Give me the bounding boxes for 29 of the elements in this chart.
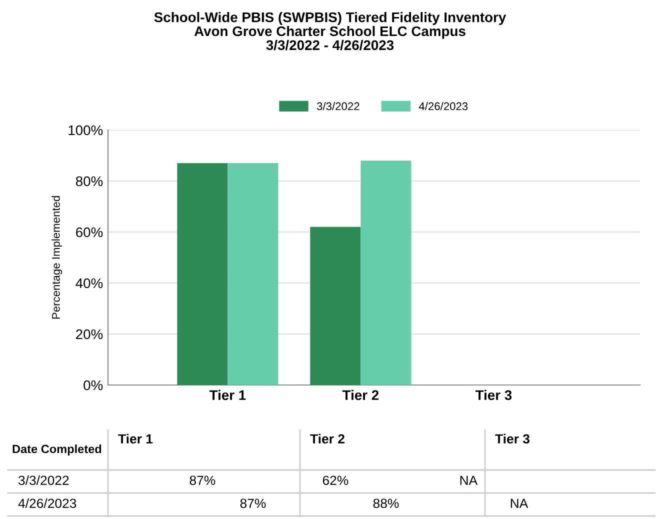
y-axis-title: Percentage Implemented [52,196,62,319]
bar [228,163,278,385]
text: 4/26/2023 [18,498,76,508]
bar [310,226,361,385]
text: NA [460,476,478,485]
category-label: Tier 1 [118,434,153,444]
y-tick-label: 20% [76,329,103,340]
y-tick-label: 80% [76,176,103,186]
legend-label: 4/26/2023 [418,102,468,110]
legend-label: 3/3/2022 [316,102,360,110]
y-tick-label: 100% [68,125,103,136]
text: NA [510,498,528,508]
data-label: 88% [373,498,399,508]
y-tick-label: 60% [76,227,103,238]
text: Date Completed [12,444,102,456]
data-label: 87% [240,498,266,508]
x-tick-label: Tier 2 [342,390,379,400]
data-label: 87% [190,476,216,486]
y-tick-label: 0% [84,380,103,390]
chart-title: School-Wide PBIS (SWPBIS) Tiered Fidelity Inventory Avon Grove Charter School ELC Campus 3/3/2022 - 4/26/2023 [154,12,506,50]
x-tick-label: Tier 3 [475,390,512,400]
category-label: Tier 3 [495,434,530,444]
x-tick-label: Tier 1 [209,390,246,400]
text: 3/3/2022 [18,475,69,486]
bar [360,160,412,385]
bar [177,163,228,385]
data-label: 62% [322,476,348,486]
y-tick-label: 40% [76,278,103,288]
category-label: Tier 2 [310,434,344,444]
